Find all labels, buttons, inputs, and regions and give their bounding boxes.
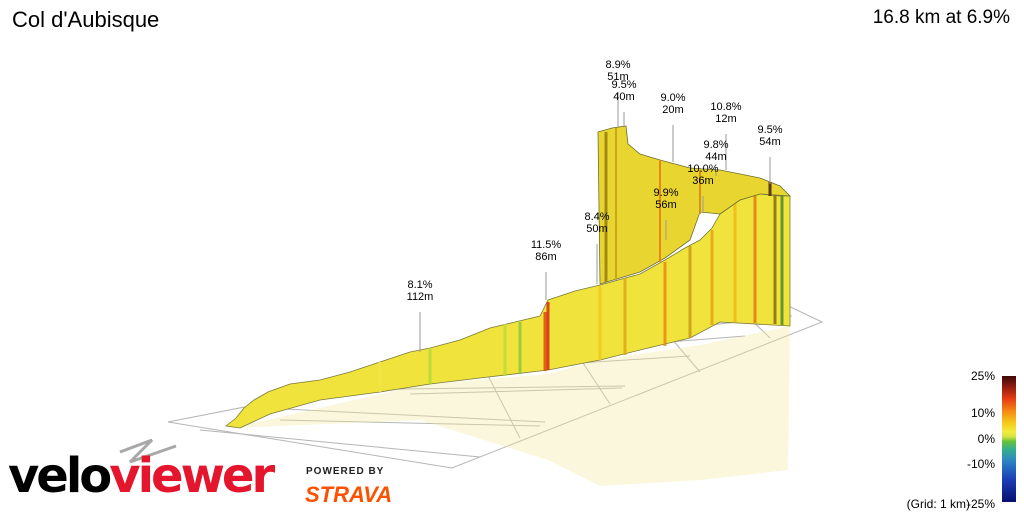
veloviewer-logo[interactable]: veloviewer xyxy=(8,452,275,500)
annotation-gain: 40m xyxy=(613,91,634,103)
legend-tick: -10% xyxy=(966,457,995,471)
annotation-gradient: 10.8% xyxy=(710,101,741,113)
annotation-gain: 86m xyxy=(535,251,556,263)
annotation-labels: 8.1%112m11.5%86m8.4%50m8.9%51m9.5%40m9.9… xyxy=(407,59,783,303)
profile-near-face xyxy=(225,193,791,429)
legend-tick: 0% xyxy=(977,432,995,446)
powered-by-text: POWERED BY xyxy=(306,466,385,477)
strava-logo[interactable]: STRAVA xyxy=(305,482,393,507)
annotation-gradient: 8.1% xyxy=(407,279,432,291)
logo-part: velo xyxy=(8,448,112,504)
legend-tick: -25% xyxy=(966,497,995,511)
annotation-gradient: 11.5% xyxy=(531,239,562,251)
page-title: Col d'Aubisque xyxy=(12,7,160,32)
annotation-gradient: 8.4% xyxy=(584,211,609,223)
annotation-gain: 44m xyxy=(705,151,726,163)
annotation-gain: 20m xyxy=(662,104,683,116)
annotation-gain: 54m xyxy=(759,136,780,148)
annotation-gain: 36m xyxy=(692,175,713,187)
legend-tick: 10% xyxy=(970,406,995,420)
profile-reflection xyxy=(232,326,790,486)
annotation-leaders xyxy=(419,92,771,352)
annotation-gradient: 9.0% xyxy=(660,92,685,104)
gradient-stripes xyxy=(378,195,784,392)
north-arrow-icon xyxy=(119,438,177,464)
annotation-gradient: 9.8% xyxy=(703,139,728,151)
legend-tick: 25% xyxy=(970,369,995,383)
annotation-gradient: 8.9% xyxy=(605,59,630,71)
annotation-gain: 51m xyxy=(607,71,628,83)
gradient-colorbar xyxy=(1002,376,1016,502)
profile-far-face xyxy=(597,125,792,285)
annotation-gain: 50m xyxy=(586,223,607,235)
annotation-gradient: 10.0% xyxy=(687,163,718,175)
annotation-gradient: 9.9% xyxy=(653,187,678,199)
annotation-gradient: 9.5% xyxy=(611,79,636,91)
grid-note: (Grid: 1 km) xyxy=(906,497,970,511)
annotation-gain: 12m xyxy=(715,113,736,125)
logo-part: viewer xyxy=(109,448,275,504)
annotation-gain: 112m xyxy=(407,291,434,303)
annotation-gain: 56m xyxy=(655,199,676,211)
annotation-gradient: 9.5% xyxy=(757,124,782,136)
climb-summary: 16.8 km at 6.9% xyxy=(872,7,1010,28)
